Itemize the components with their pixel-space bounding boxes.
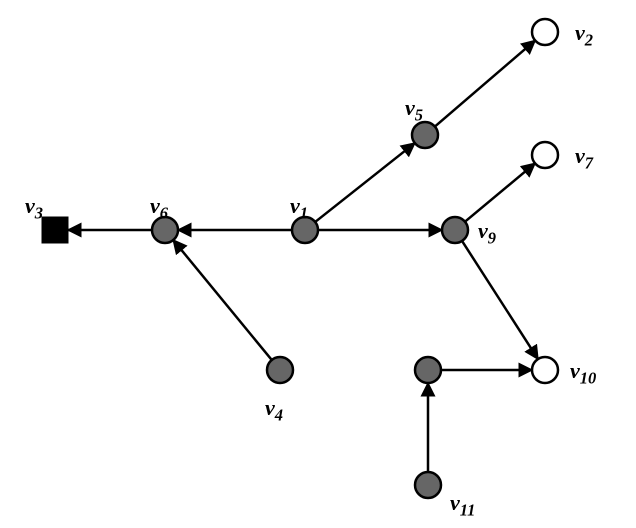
node-v8 [415,357,441,383]
label-v5: v5 [405,95,423,125]
edge-v1-v5 [315,143,415,222]
node-v4 [267,357,293,383]
node-v3 [42,217,68,243]
label-v7: v7 [575,143,593,173]
node-v9 [442,217,468,243]
label-v10: v10 [570,358,596,388]
label-v11: v11 [450,490,475,520]
label-v6: v6 [150,193,168,223]
graph-canvas [0,0,636,528]
edge-v9-v7 [465,163,535,221]
node-v7 [532,142,558,168]
label-v1: v1 [290,193,308,223]
label-v3: v3 [25,193,43,223]
edge-v4-v6 [173,240,271,360]
label-v4: v4 [265,395,283,425]
label-v2: v2 [575,20,593,50]
node-v2 [532,19,558,45]
node-v10 [532,357,558,383]
edge-v9-v10 [462,241,538,359]
node-v5 [412,122,438,148]
label-v9: v9 [478,218,496,248]
node-v11 [415,472,441,498]
edge-v5-v2 [435,40,535,126]
